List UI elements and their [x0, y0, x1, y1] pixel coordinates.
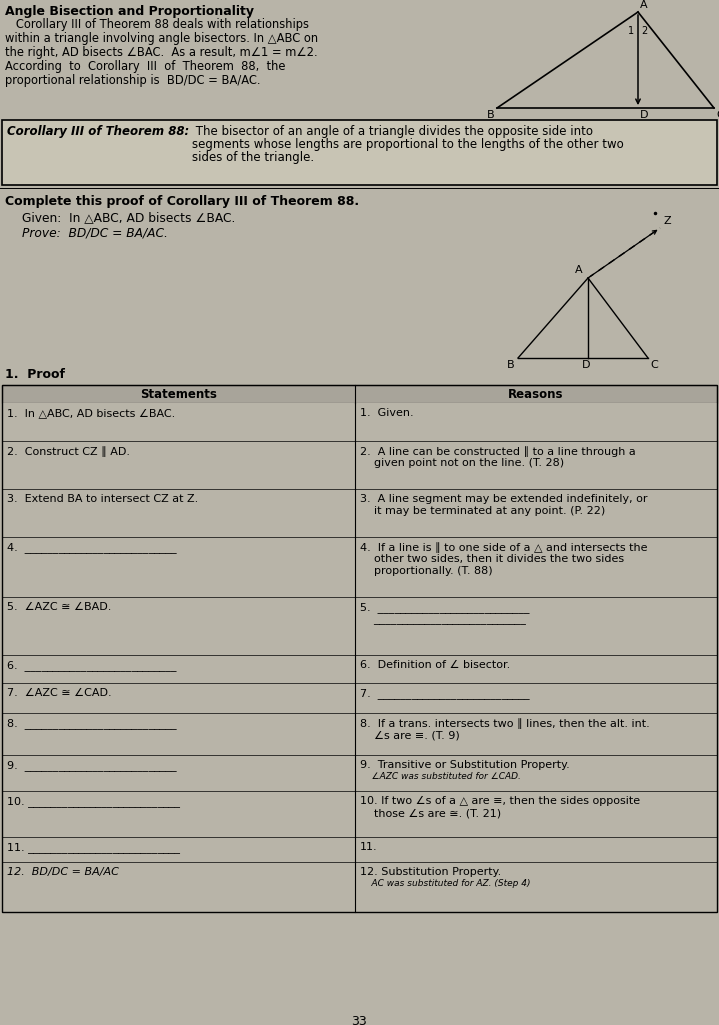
Text: 10. If two ∠s of a △ are ≡, then the sides opposite: 10. If two ∠s of a △ are ≡, then the sid… [360, 796, 640, 806]
Bar [2, 791, 717, 837]
Text: the right, AD bisects ∠BAC.  As a result, m∠1 = m∠2.: the right, AD bisects ∠BAC. As a result,… [5, 46, 318, 59]
Text: ∠s are ≡. (T. 9): ∠s are ≡. (T. 9) [360, 730, 459, 740]
Bar [2, 837, 717, 862]
Text: 7.  ∠AZC ≅ ∠CAD.: 7. ∠AZC ≅ ∠CAD. [7, 688, 111, 698]
Text: C: C [716, 110, 719, 120]
Text: Angle Bisection and Proportionality: Angle Bisection and Proportionality [5, 5, 254, 18]
Text: 33: 33 [351, 1015, 367, 1025]
Text: sides of the triangle.: sides of the triangle. [192, 151, 314, 164]
Text: given point not on the line. (T. 28): given point not on the line. (T. 28) [360, 458, 564, 468]
Text: 12.  BD/DC = BA/AC: 12. BD/DC = BA/AC [7, 867, 119, 877]
Text: 2.  Construct CZ ∥ AD.: 2. Construct CZ ∥ AD. [7, 446, 130, 457]
Text: 9.  ___________________________: 9. ___________________________ [7, 760, 177, 771]
Text: 8.  If a trans. intersects two ∥ lines, then the alt. int.: 8. If a trans. intersects two ∥ lines, t… [360, 718, 650, 729]
Text: Reasons: Reasons [508, 387, 564, 401]
Text: other two sides, then it divides the two sides: other two sides, then it divides the two… [360, 554, 624, 564]
Text: 1: 1 [628, 26, 634, 36]
Bar [2, 655, 717, 683]
Text: within a triangle involving angle bisectors. In △ABC on: within a triangle involving angle bisect… [5, 32, 318, 45]
Text: 7.  ___________________________: 7. ___________________________ [360, 688, 530, 699]
Text: ___________________________: ___________________________ [360, 614, 526, 624]
Text: ∠AZC was substituted for ∠CAD.: ∠AZC was substituted for ∠CAD. [360, 772, 521, 781]
Text: 1.  In △ABC, AD bisects ∠BAC.: 1. In △ABC, AD bisects ∠BAC. [7, 408, 175, 418]
Text: 4.  ___________________________: 4. ___________________________ [7, 542, 177, 552]
Bar [2, 755, 717, 791]
Text: Complete this proof of Corollary III of Theorem 88.: Complete this proof of Corollary III of … [5, 195, 359, 208]
Text: 5.  ∠AZC ≅ ∠BAD.: 5. ∠AZC ≅ ∠BAD. [7, 602, 111, 612]
Text: 1.  Given.: 1. Given. [360, 408, 413, 418]
Text: D: D [582, 360, 590, 370]
Bar [2, 862, 717, 912]
Text: proportionally. (T. 88): proportionally. (T. 88) [360, 566, 493, 576]
Text: 8.  ___________________________: 8. ___________________________ [7, 718, 177, 729]
Bar [2, 713, 717, 755]
Text: those ∠s are ≅. (T. 21): those ∠s are ≅. (T. 21) [360, 808, 501, 818]
Text: proportional relationship is  BD/DC = BA/AC.: proportional relationship is BD/DC = BA/… [5, 74, 260, 87]
Text: Given:  In △ABC, AD bisects ∠BAC.: Given: In △ABC, AD bisects ∠BAC. [22, 211, 235, 224]
Text: Corollary III of Theorem 88:: Corollary III of Theorem 88: [7, 125, 189, 138]
Text: 10. ___________________________: 10. ___________________________ [7, 796, 180, 807]
Text: 6.  ___________________________: 6. ___________________________ [7, 660, 176, 671]
Bar [2, 385, 717, 403]
Text: 1.  Proof: 1. Proof [5, 368, 65, 381]
Text: C: C [650, 360, 658, 370]
Text: 2.  A line can be constructed ∥ to a line through a: 2. A line can be constructed ∥ to a line… [360, 446, 636, 457]
Text: B: B [508, 360, 515, 370]
Bar [2, 403, 717, 441]
Text: Corollary III of Theorem 88 deals with relationships: Corollary III of Theorem 88 deals with r… [5, 18, 309, 31]
Bar [2, 120, 717, 184]
Text: 3.  Extend BA to intersect CZ at Z.: 3. Extend BA to intersect CZ at Z. [7, 494, 198, 504]
Bar [2, 489, 717, 537]
Text: AC was substituted for AZ. (Step 4): AC was substituted for AZ. (Step 4) [360, 879, 531, 888]
Text: D: D [640, 110, 649, 120]
Text: 11. ___________________________: 11. ___________________________ [7, 842, 180, 853]
Text: 6.  Definition of ∠ bisector.: 6. Definition of ∠ bisector. [360, 660, 510, 670]
Bar [2, 537, 717, 597]
Bar [2, 385, 717, 912]
Text: Statements: Statements [140, 387, 217, 401]
Text: Z: Z [664, 216, 672, 226]
Text: According  to  Corollary  III  of  Theorem  88,  the: According to Corollary III of Theorem 88… [5, 60, 285, 73]
Text: 3.  A line segment may be extended indefinitely, or: 3. A line segment may be extended indefi… [360, 494, 648, 504]
Text: B: B [487, 110, 495, 120]
Text: it may be terminated at any point. (P. 22): it may be terminated at any point. (P. 2… [360, 506, 605, 516]
Bar [2, 683, 717, 713]
Text: A: A [575, 265, 583, 275]
Text: 5.  ___________________________: 5. ___________________________ [360, 602, 529, 613]
Text: 9.  Transitive or Substitution Property.: 9. Transitive or Substitution Property. [360, 760, 569, 770]
Text: A: A [640, 0, 648, 10]
Text: 11.: 11. [360, 842, 377, 852]
Bar [2, 441, 717, 489]
Text: 12. Substitution Property.: 12. Substitution Property. [360, 867, 501, 877]
Text: 4.  If a line is ∥ to one side of a △ and intersects the: 4. If a line is ∥ to one side of a △ and… [360, 542, 648, 552]
Text: The bisector of an angle of a triangle divides the opposite side into: The bisector of an angle of a triangle d… [192, 125, 593, 138]
Bar [2, 597, 717, 655]
Text: segments whose lengths are proportional to the lengths of the other two: segments whose lengths are proportional … [192, 138, 624, 151]
Text: Prove:  BD/DC = BA/AC.: Prove: BD/DC = BA/AC. [22, 226, 168, 239]
Text: 2: 2 [641, 26, 647, 36]
